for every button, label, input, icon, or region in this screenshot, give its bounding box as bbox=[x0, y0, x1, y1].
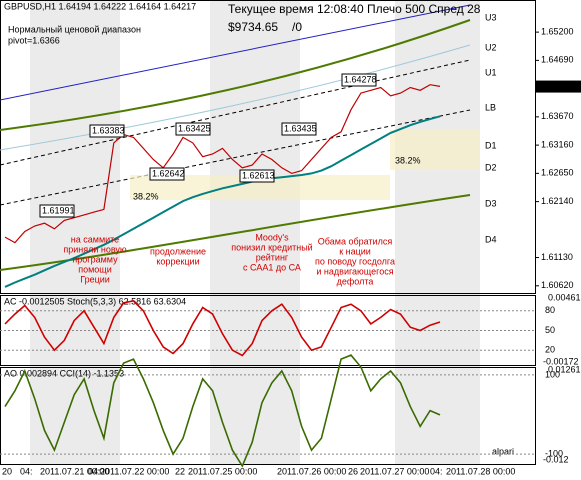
osc1-top: 0.00461 bbox=[548, 292, 581, 302]
annotation: по поводу госдолга bbox=[315, 256, 395, 266]
level-label: U1 bbox=[485, 67, 497, 77]
level-label: LB bbox=[485, 102, 496, 112]
osc2-label: AO 0.002894 CCI(14) -1.1353 bbox=[4, 368, 124, 378]
x-tick-label: 04: bbox=[20, 466, 33, 476]
y-tick-label: 1.60620 bbox=[541, 280, 574, 290]
price-mark: 1.62613 bbox=[242, 170, 275, 180]
x-tick-label: 2011.07.21 00:00 bbox=[40, 466, 109, 476]
annotation: Обама обратился bbox=[318, 236, 393, 246]
price-mark: 1.64278 bbox=[344, 74, 377, 84]
title: GBPUSD,H1 1.64194 1.64222 1.64164 1.6421… bbox=[4, 1, 196, 11]
price-mark: 1.61991 bbox=[42, 205, 75, 215]
price-mark-box bbox=[239, 169, 275, 183]
osc2-top: 0.012616 bbox=[548, 364, 581, 374]
price-mark-box bbox=[39, 204, 75, 218]
price-mark-box bbox=[175, 122, 211, 136]
current-price-box bbox=[536, 80, 581, 93]
y-tick-label: 1.64690 bbox=[541, 55, 574, 65]
x-tick-label: 2011.07.26 00:00 bbox=[277, 466, 346, 476]
price-mark-box bbox=[89, 124, 125, 138]
osc1-bottom: -0.00172 bbox=[543, 356, 579, 366]
level-label: U3 bbox=[485, 12, 497, 22]
annotation: с САА1 до СА bbox=[243, 262, 301, 272]
annotation: рейтинг bbox=[256, 252, 289, 262]
annotation: на саммите bbox=[71, 234, 119, 244]
level-label: D3 bbox=[485, 198, 497, 208]
ratio: /0 bbox=[292, 20, 302, 34]
osc2-frame bbox=[0, 367, 536, 465]
price-line bbox=[4, 115, 441, 288]
y-tick-label: 50 bbox=[545, 325, 555, 335]
annotation: помощи bbox=[78, 264, 112, 274]
brand: alpari bbox=[492, 446, 514, 456]
osc1-line bbox=[4, 300, 441, 357]
annotation: к нации bbox=[339, 246, 371, 256]
level-label: U2 bbox=[485, 42, 497, 52]
x-tick-label: 2011.07.25 00:00 bbox=[188, 466, 257, 476]
osc2-line bbox=[4, 354, 441, 468]
y-tick-label: 1.63670 bbox=[541, 111, 574, 121]
status: Текущее время 12:08:40 Плечо 500 Спред 2… bbox=[228, 2, 481, 16]
pivot-label: pivot=1.6366 bbox=[8, 35, 60, 45]
level-label: D2 bbox=[485, 162, 497, 172]
annotation: продолжение bbox=[150, 246, 206, 256]
price-mark: 1.63425 bbox=[178, 123, 211, 133]
y-tick-label: 1.65200 bbox=[541, 26, 574, 36]
annotation: приняли новую bbox=[63, 244, 127, 254]
x-tick-label: 2011.07.22 00:00 bbox=[100, 466, 169, 476]
x-tick-label: 04: bbox=[430, 466, 443, 476]
level-label: D1 bbox=[485, 140, 497, 150]
annotation: Moody's bbox=[255, 232, 289, 242]
x-tick-label: 2011.07.27 00:00 bbox=[360, 466, 429, 476]
price-mark: 1.63435 bbox=[284, 123, 317, 133]
price-mark: 1.62642 bbox=[152, 168, 185, 178]
main-frame bbox=[0, 0, 536, 294]
annotation: и надвигающегося bbox=[316, 266, 393, 276]
price-mark: 1.63383 bbox=[92, 125, 125, 135]
y-tick-label: -100 bbox=[545, 448, 563, 458]
y-tick-label: 1.62140 bbox=[541, 196, 574, 206]
annotation: программу bbox=[72, 254, 118, 264]
level-label: D4 bbox=[485, 234, 497, 244]
y-tick-label: 20 bbox=[545, 345, 555, 355]
osc1-label: AC -0.0012505 Stoch(5,3,3) 62.5816 63.63… bbox=[4, 296, 186, 306]
fib-label: 38.2% bbox=[395, 155, 421, 165]
osc2-bottom: -0.012 bbox=[543, 454, 569, 464]
x-tick-label: 22 bbox=[175, 466, 185, 476]
y-tick-label: 100 bbox=[545, 369, 560, 379]
x-tick-label: 26 bbox=[348, 466, 358, 476]
x-tick-label: 2011.07.28 00:00 bbox=[446, 466, 515, 476]
annotation: дефолта bbox=[337, 276, 374, 286]
fib-label: 38.2% bbox=[133, 191, 159, 201]
y-tick-label: 1.62650 bbox=[541, 168, 574, 178]
price-mark-box bbox=[281, 122, 317, 136]
x-tick-label: 20 bbox=[2, 466, 12, 476]
y-tick-label: 80 bbox=[545, 305, 555, 315]
day-stripes bbox=[30, 0, 480, 465]
annotation: понизил кредитный bbox=[231, 242, 312, 252]
annotation: коррекции bbox=[156, 256, 199, 266]
range-label: Нормальный ценовой диапазон bbox=[8, 24, 141, 34]
price-mark-box bbox=[341, 73, 377, 87]
y-tick-label: 1.63160 bbox=[541, 139, 574, 149]
price-mark-box bbox=[149, 167, 185, 181]
price-line bbox=[4, 84, 441, 244]
x-tick-label: 04: bbox=[88, 466, 101, 476]
y-tick-label: 1.61130 bbox=[541, 252, 573, 262]
current-price: 1.64217 bbox=[541, 81, 574, 91]
balance: $9734.65 bbox=[228, 20, 278, 34]
annotation: Греции bbox=[80, 274, 110, 284]
